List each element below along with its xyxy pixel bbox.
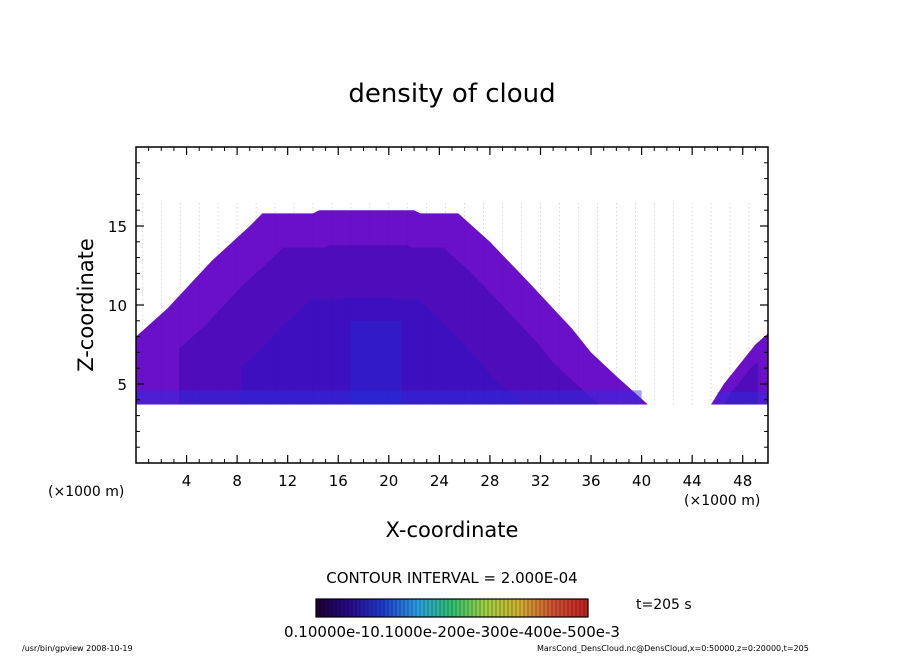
x-unit-label-right: (×1000 m) [684,493,760,509]
x-tick-label: 28 [480,472,499,490]
cloud-base-band-right [717,391,768,405]
cloud-main-core [241,297,523,405]
x-tick-label: 4 [182,472,192,490]
x-tick-label: 8 [232,472,242,490]
chart-title: density of cloud [348,79,555,109]
x-unit-label: (×1000 m) [48,484,124,500]
contour-interval-label: CONTOUR INTERVAL = 2.000E-04 [326,569,577,587]
x-tick-label: 48 [733,472,752,490]
x-axis: 4 8 12 16 20 24 28 32 36 40 44 48 [148,147,756,490]
y-axis: 5 10 15 [108,162,768,448]
footer-left: /usr/bin/gpview 2008-10-19 [22,644,133,653]
cloud-core-column [350,320,402,405]
x-tick-label: 32 [531,472,550,490]
footer-right: MarsCond_DensCloud.nc@DensCloud,x=0:5000… [537,644,809,653]
y-axis-label: Z-coordinate [74,238,98,372]
y-tick-label: 5 [117,376,127,394]
cloud-field [136,202,768,405]
time-label: t=205 s [636,597,692,613]
cloud-base-band [136,390,642,405]
cloud-right-mid [723,361,758,405]
x-tick-label: 20 [379,472,398,490]
colorbar [315,598,589,618]
y-tick-label: 10 [108,297,127,315]
x-tick-label: 40 [632,472,651,490]
x-tick-label: 24 [430,472,449,490]
colorbar-frame [315,598,589,618]
x-axis-label: X-coordinate [386,518,519,542]
colorbar-tick-labels: 0.10000e-10.1000e-200e-300e-400e-500e-3 [284,623,620,641]
y-tick-label: 15 [108,218,127,236]
cloud-texture [142,202,750,405]
x-tick-label: 44 [683,472,702,490]
x-tick-label: 12 [278,472,297,490]
x-tick-label: 36 [581,472,600,490]
x-tick-label: 16 [329,472,348,490]
